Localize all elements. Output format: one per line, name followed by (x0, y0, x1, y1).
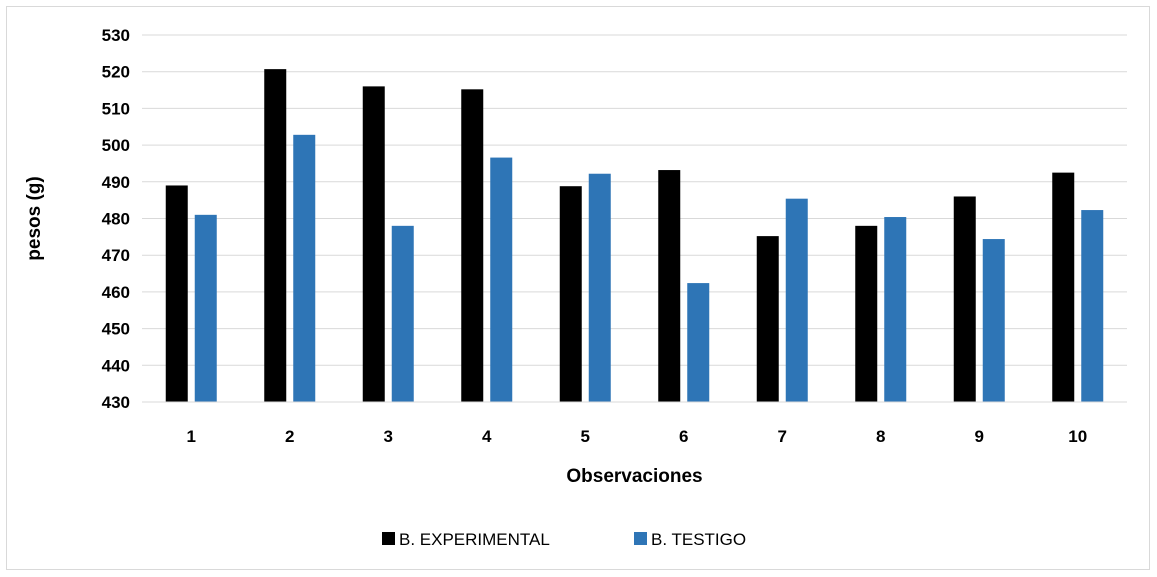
bar-testigo-8 (884, 217, 907, 402)
bar-experimental-10 (1052, 172, 1075, 402)
bar-experimental-6 (658, 170, 681, 402)
x-tick-label: 10 (1068, 427, 1087, 446)
bar-testigo-3 (391, 225, 414, 402)
bar-testigo-2 (293, 134, 316, 402)
legend: B. EXPERIMENTAL B. TESTIGO (382, 530, 746, 549)
y-tick-label: 450 (102, 320, 130, 339)
y-tick-label: 460 (102, 283, 130, 302)
x-axis-ticks: 1 2 3 4 5 6 7 8 9 10 (187, 427, 1088, 446)
y-tick-label: 480 (102, 210, 130, 229)
bar-testigo-6 (687, 283, 710, 402)
legend-label: B. TESTIGO (651, 530, 746, 549)
bar-experimental-8 (855, 225, 878, 402)
legend-swatch (634, 532, 647, 545)
y-tick-label: 520 (102, 63, 130, 82)
x-tick-label: 2 (285, 427, 294, 446)
bar-experimental-5 (559, 186, 582, 402)
bar-testigo-9 (982, 239, 1005, 402)
bar-experimental-3 (362, 86, 385, 402)
bar-testigo-7 (785, 198, 808, 402)
legend-label: B. EXPERIMENTAL (399, 530, 550, 549)
bar-experimental-1 (165, 185, 188, 402)
x-axis-title: Observaciones (566, 466, 702, 487)
x-tick-label: 5 (581, 427, 590, 446)
y-tick-label: 430 (102, 393, 130, 412)
bar-experimental-9 (953, 196, 976, 402)
gridlines (142, 34, 1127, 366)
y-tick-label: 440 (102, 356, 130, 375)
bar-experimental-2 (264, 69, 287, 403)
x-tick-label: 7 (778, 427, 787, 446)
x-tick-label: 9 (975, 427, 984, 446)
legend-item-experimental: B. EXPERIMENTAL (382, 530, 550, 549)
y-tick-label: 490 (102, 173, 130, 192)
x-tick-label: 4 (482, 427, 492, 446)
legend-swatch (382, 532, 395, 545)
x-tick-label: 8 (876, 427, 885, 446)
x-tick-label: 6 (679, 427, 688, 446)
bar-testigo-1 (194, 214, 217, 402)
y-axis-title: pesos (g) (24, 176, 45, 260)
y-axis-ticks: 430 440 450 460 470 480 490 500 510 520 530 (102, 26, 130, 412)
y-tick-label: 500 (102, 136, 130, 155)
bars (165, 69, 1104, 403)
bar-experimental-7 (756, 236, 779, 402)
x-tick-label: 1 (187, 427, 196, 446)
x-tick-label: 3 (384, 427, 393, 446)
bar-experimental-4 (461, 89, 484, 402)
bar-testigo-5 (588, 173, 611, 402)
bar-testigo-10 (1081, 210, 1104, 402)
y-tick-label: 470 (102, 246, 130, 265)
y-tick-label: 530 (102, 26, 130, 45)
y-tick-label: 510 (102, 99, 130, 118)
legend-item-testigo: B. TESTIGO (634, 530, 746, 549)
bar-testigo-4 (490, 157, 513, 402)
